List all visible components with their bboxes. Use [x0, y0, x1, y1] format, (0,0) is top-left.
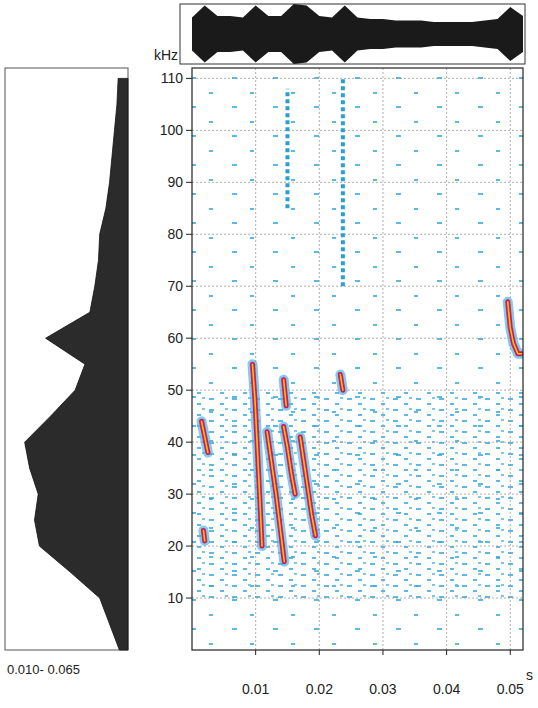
- spectrum: [25, 78, 128, 650]
- y-tick-label: 10: [167, 590, 183, 606]
- y-tick-label: 90: [167, 174, 183, 190]
- grid-line: [192, 494, 523, 495]
- x-tick: [446, 650, 447, 655]
- y-tick: [186, 494, 192, 495]
- call-core: [252, 364, 262, 546]
- grid-line: [510, 68, 511, 650]
- noise: [192, 390, 523, 598]
- y-tick: [186, 598, 192, 599]
- y-tick-label: 20: [167, 538, 183, 554]
- spectrum-label: 0.010- 0.065: [7, 662, 80, 677]
- grid-line: [192, 234, 523, 235]
- call-halo: [267, 432, 284, 562]
- call-core: [267, 432, 284, 562]
- grid-line: [192, 182, 523, 183]
- x-tick-label: 0.03: [369, 681, 396, 697]
- x-tick-label: 0.05: [497, 681, 524, 697]
- call-core: [284, 380, 287, 406]
- x-tick: [382, 650, 383, 655]
- call: [202, 421, 208, 452]
- y-tick: [186, 442, 192, 443]
- y-tick-label: 80: [167, 226, 183, 242]
- plot-frame: [192, 68, 523, 650]
- y-axis-title: kHz: [154, 47, 178, 63]
- y-tick: [186, 390, 192, 391]
- y-tick: [186, 130, 192, 131]
- call-core: [340, 375, 343, 391]
- call-core: [284, 427, 295, 495]
- call-core: [202, 421, 208, 452]
- y-tick: [186, 234, 192, 235]
- y-tick-label: 40: [167, 434, 183, 450]
- y-tick: [186, 338, 192, 339]
- grid-line: [192, 546, 523, 547]
- noise: [192, 68, 523, 650]
- call: [300, 437, 315, 536]
- grid-line: [192, 286, 523, 287]
- plot-area: [192, 68, 523, 650]
- grid-line: [192, 338, 523, 339]
- figure: 10 20 30 40 50 60 70 80 90 100 110 0.01 0.02 0.03 0.04…: [0, 0, 538, 708]
- waveform-frame: [180, 4, 525, 64]
- call-halo: [284, 380, 287, 406]
- call-core: [300, 437, 315, 536]
- call: [284, 427, 295, 495]
- y-tick-label: 60: [167, 330, 183, 346]
- call-core: [508, 302, 522, 354]
- grid-line: [192, 442, 523, 443]
- call-halo: [340, 375, 343, 391]
- y-tick-label: 100: [160, 122, 184, 138]
- call-halo: [508, 302, 522, 354]
- waveform: [192, 4, 523, 64]
- call: [203, 530, 204, 540]
- grid-line: [192, 598, 523, 599]
- click: [341, 78, 345, 286]
- call: [508, 302, 522, 354]
- call-core: [203, 530, 204, 540]
- grid-line: [382, 68, 383, 650]
- x-tick-label: 0.01: [242, 681, 269, 697]
- x-tick-label: 0.02: [306, 681, 333, 697]
- call: [267, 432, 284, 562]
- call: [284, 380, 287, 406]
- call: [252, 364, 262, 546]
- plot-bg: [192, 68, 523, 650]
- spectrum-frame: [5, 68, 128, 650]
- call-halo: [300, 437, 315, 536]
- grid-line: [192, 390, 523, 391]
- call-halo: [284, 427, 295, 495]
- call-halo: [252, 364, 262, 546]
- y-tick: [186, 546, 192, 547]
- y-tick-label: 30: [167, 486, 183, 502]
- call: [340, 375, 343, 391]
- grid-line: [319, 68, 320, 650]
- x-tick: [510, 650, 511, 655]
- y-tick: [186, 78, 192, 79]
- grid-line: [446, 68, 447, 650]
- y-tick-label: 70: [167, 278, 183, 294]
- x-tick: [319, 650, 320, 655]
- y-tick-label: 50: [167, 382, 183, 398]
- x-axis-title: s: [526, 667, 533, 683]
- y-tick-label: 110: [161, 70, 184, 86]
- y-tick: [186, 182, 192, 183]
- x-tick: [255, 650, 256, 655]
- grid-line: [255, 68, 256, 650]
- call-halo: [202, 421, 208, 452]
- click: [285, 89, 289, 209]
- grid-line: [192, 130, 523, 131]
- grid-line: [192, 78, 523, 79]
- call-halo: [203, 530, 204, 540]
- y-tick: [186, 286, 192, 287]
- x-tick-label: 0.04: [433, 681, 460, 697]
